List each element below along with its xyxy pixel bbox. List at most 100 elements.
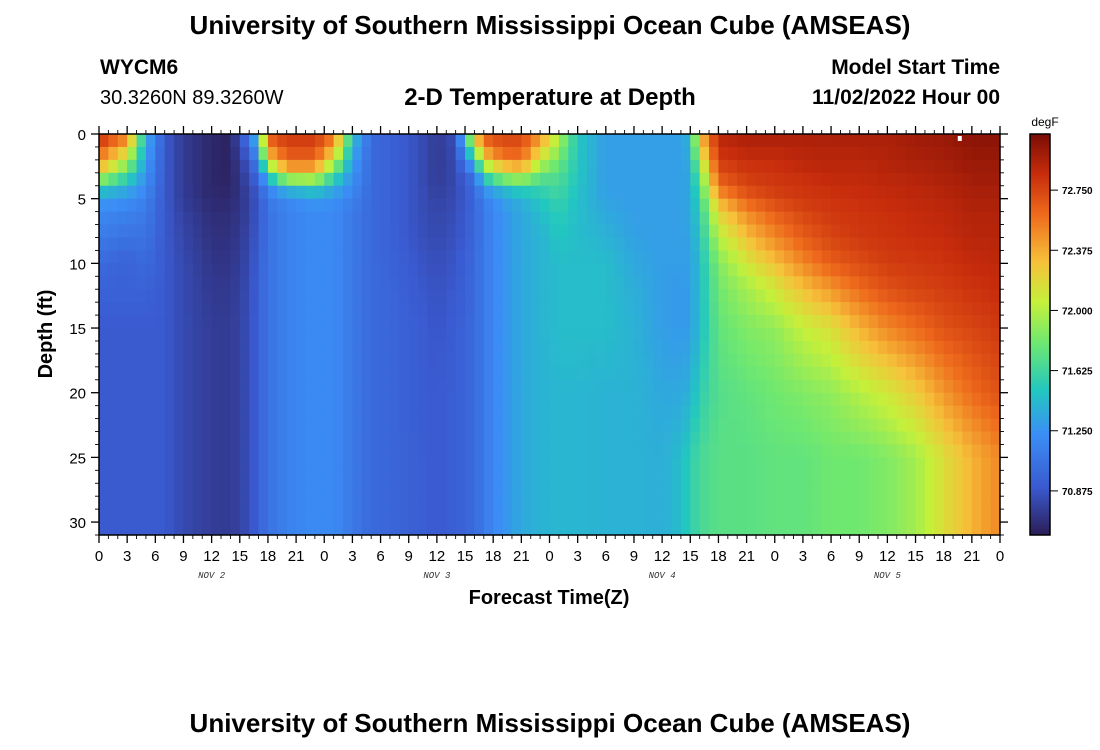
heatmap-cell [671, 159, 682, 174]
heatmap-cell [493, 340, 504, 355]
heatmap-cell [164, 224, 175, 239]
heatmap-cell [455, 134, 466, 148]
heatmap-cell [868, 276, 879, 290]
heatmap-cell [108, 211, 119, 226]
heatmap-cell [812, 211, 823, 226]
heatmap-cell [615, 418, 626, 433]
heatmap-cell [812, 340, 823, 355]
heatmap-cell [483, 276, 494, 290]
heatmap-cell [277, 379, 288, 394]
heatmap-cell [389, 289, 400, 303]
heatmap-cell [859, 496, 870, 510]
heatmap-cell [633, 353, 644, 368]
heatmap-cell [840, 159, 851, 174]
heatmap-cell [962, 185, 973, 200]
heatmap-cell [418, 509, 429, 523]
heatmap-cell [145, 457, 156, 471]
heatmap-cell [174, 379, 185, 394]
heatmap-cell [183, 457, 194, 471]
heatmap-cell [906, 250, 917, 264]
heatmap-cell [558, 496, 569, 510]
heatmap-cell [737, 224, 748, 239]
heatmap-cell [587, 457, 598, 471]
heatmap-cell [267, 496, 278, 510]
heatmap-cell [324, 509, 335, 523]
heatmap-cell [577, 431, 588, 446]
heatmap-cell [511, 496, 522, 510]
heatmap-cell [389, 263, 400, 277]
heatmap-cell [868, 444, 879, 458]
heatmap-cell [474, 198, 485, 213]
model-start-label: Model Start Time [831, 56, 1000, 79]
heatmap-cell [981, 328, 992, 342]
heatmap-cell [164, 470, 175, 484]
heatmap-cell [389, 198, 400, 213]
heatmap-cell [230, 159, 241, 174]
heatmap-cell [436, 263, 447, 277]
heatmap-cell [164, 185, 175, 200]
heatmap-cell [511, 172, 522, 187]
heatmap-cell [145, 444, 156, 458]
heatmap-cell [793, 159, 804, 174]
heatmap-cell [230, 263, 241, 277]
heatmap-cell [436, 146, 447, 161]
heatmap-cell [211, 483, 222, 497]
heatmap-cell [465, 340, 476, 355]
heatmap-cell [164, 509, 175, 523]
heatmap-cell [727, 159, 738, 174]
heatmap-cell [502, 146, 513, 161]
heatmap-cell [483, 263, 494, 277]
heatmap-cell [267, 444, 278, 458]
heatmap-cell [859, 185, 870, 200]
heatmap-cell [784, 509, 795, 523]
heatmap-cell [568, 198, 579, 213]
heatmap-cell [296, 379, 307, 394]
heatmap-cell [671, 198, 682, 213]
heatmap-cell [380, 483, 391, 497]
heatmap-cell [633, 405, 644, 420]
heatmap-cell [699, 457, 710, 471]
heatmap-cell [502, 470, 513, 484]
heatmap-cell [737, 211, 748, 226]
heatmap-cell [465, 315, 476, 329]
heatmap-cell [221, 211, 231, 226]
heatmap-cell [934, 185, 945, 200]
heatmap-cell [343, 211, 354, 226]
heatmap-cell [389, 457, 400, 471]
heatmap-cell [455, 509, 466, 523]
heatmap-cell [145, 315, 156, 329]
heatmap-cell [662, 159, 673, 174]
heatmap-cell [971, 353, 982, 368]
heatmap-cell [709, 237, 720, 252]
heatmap-cell [324, 418, 335, 433]
heatmap-cell [943, 340, 954, 355]
heatmap-cell [831, 224, 842, 239]
heatmap-cell [145, 340, 156, 355]
heatmap-cell [305, 185, 316, 200]
heatmap-cell [643, 328, 654, 342]
heatmap-cell [305, 250, 316, 264]
heatmap-cell [502, 483, 513, 497]
heatmap-cell [446, 366, 457, 381]
heatmap-cell [192, 483, 203, 497]
heatmap-cell [943, 431, 954, 446]
heatmap-cell [859, 470, 870, 484]
heatmap-cell [924, 444, 935, 458]
heatmap-cell [971, 405, 982, 420]
heatmap-cell [427, 172, 438, 187]
heatmap-cell [211, 276, 222, 290]
heatmap-cell [436, 522, 447, 535]
heatmap-cell [605, 431, 616, 446]
heatmap-cell [831, 146, 842, 161]
heatmap-cell [793, 470, 804, 484]
heatmap-cell [183, 431, 194, 446]
heatmap-cell [371, 353, 382, 368]
heatmap-cell [652, 250, 663, 264]
heatmap-cell [784, 263, 795, 277]
heatmap-cell [953, 483, 964, 497]
heatmap-cell [202, 444, 213, 458]
heatmap-cell [924, 134, 935, 148]
heatmap-cell [765, 211, 776, 226]
heatmap-cell [361, 276, 372, 290]
heatmap-cell [465, 328, 476, 342]
